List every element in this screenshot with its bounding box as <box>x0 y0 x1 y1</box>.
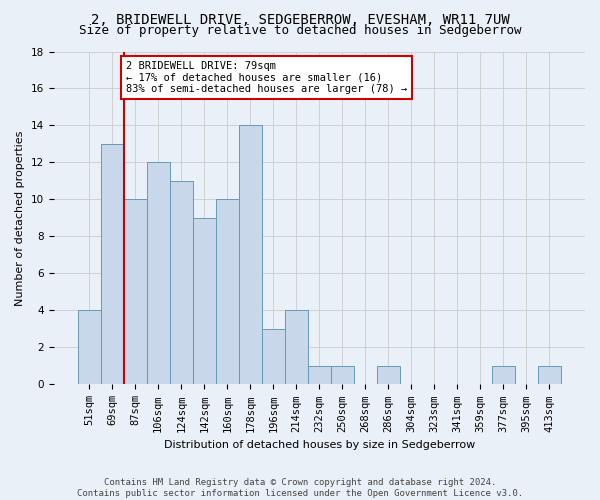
Bar <box>492 366 515 384</box>
Text: Size of property relative to detached houses in Sedgeberrow: Size of property relative to detached ho… <box>79 24 521 37</box>
Text: 2, BRIDEWELL DRIVE, SEDGEBERROW, EVESHAM, WR11 7UW: 2, BRIDEWELL DRIVE, SEDGEBERROW, EVESHAM… <box>91 12 509 26</box>
Bar <box>308 366 331 384</box>
Bar <box>538 366 561 384</box>
Bar <box>101 144 124 384</box>
X-axis label: Distribution of detached houses by size in Sedgeberrow: Distribution of detached houses by size … <box>164 440 475 450</box>
Y-axis label: Number of detached properties: Number of detached properties <box>15 130 25 306</box>
Bar <box>124 200 147 384</box>
Bar <box>77 310 101 384</box>
Bar <box>193 218 216 384</box>
Text: 2 BRIDEWELL DRIVE: 79sqm
← 17% of detached houses are smaller (16)
83% of semi-d: 2 BRIDEWELL DRIVE: 79sqm ← 17% of detach… <box>126 60 407 94</box>
Bar <box>377 366 400 384</box>
Bar <box>216 200 239 384</box>
Text: Contains HM Land Registry data © Crown copyright and database right 2024.
Contai: Contains HM Land Registry data © Crown c… <box>77 478 523 498</box>
Bar <box>331 366 354 384</box>
Bar <box>170 181 193 384</box>
Bar <box>262 329 285 384</box>
Bar <box>239 126 262 384</box>
Bar <box>285 310 308 384</box>
Bar <box>147 162 170 384</box>
